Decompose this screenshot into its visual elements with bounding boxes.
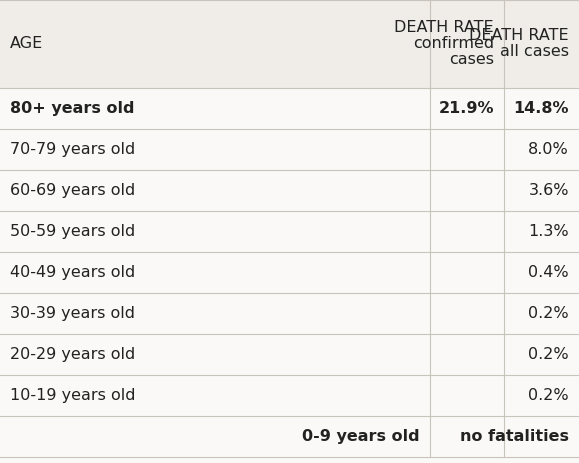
Text: AGE: AGE bbox=[10, 37, 43, 51]
Text: 0.2%: 0.2% bbox=[529, 388, 569, 403]
Text: 21.9%: 21.9% bbox=[438, 101, 494, 116]
Bar bbox=[0, 293, 579, 334]
Bar bbox=[0, 252, 579, 293]
Text: 30-39 years old: 30-39 years old bbox=[10, 306, 135, 321]
Text: 0.4%: 0.4% bbox=[529, 265, 569, 280]
Text: 1.3%: 1.3% bbox=[529, 224, 569, 239]
Text: 14.8%: 14.8% bbox=[514, 101, 569, 116]
Text: 8.0%: 8.0% bbox=[528, 142, 569, 157]
Bar bbox=[0, 375, 579, 416]
Bar bbox=[0, 0, 579, 88]
Text: no fatalities: no fatalities bbox=[460, 429, 569, 444]
Bar bbox=[0, 170, 579, 211]
Text: 80+ years old: 80+ years old bbox=[10, 101, 134, 116]
Bar bbox=[0, 88, 579, 129]
Text: DEATH RATE: DEATH RATE bbox=[470, 29, 569, 44]
Text: 0-9 years old: 0-9 years old bbox=[302, 429, 420, 444]
Text: all cases: all cases bbox=[500, 44, 569, 60]
Text: 40-49 years old: 40-49 years old bbox=[10, 265, 135, 280]
Text: 20-29 years old: 20-29 years old bbox=[10, 347, 135, 362]
Text: DEATH RATE: DEATH RATE bbox=[394, 20, 494, 36]
Bar bbox=[0, 334, 579, 375]
Text: 0.2%: 0.2% bbox=[529, 347, 569, 362]
Text: cases: cases bbox=[449, 52, 494, 68]
Text: 10-19 years old: 10-19 years old bbox=[10, 388, 135, 403]
Text: 50-59 years old: 50-59 years old bbox=[10, 224, 135, 239]
Bar bbox=[0, 211, 579, 252]
Text: 60-69 years old: 60-69 years old bbox=[10, 183, 135, 198]
Text: 3.6%: 3.6% bbox=[529, 183, 569, 198]
Text: confirmed: confirmed bbox=[413, 37, 494, 51]
Text: 70-79 years old: 70-79 years old bbox=[10, 142, 135, 157]
Bar bbox=[0, 129, 579, 170]
Bar bbox=[0, 416, 579, 457]
Text: 0.2%: 0.2% bbox=[529, 306, 569, 321]
